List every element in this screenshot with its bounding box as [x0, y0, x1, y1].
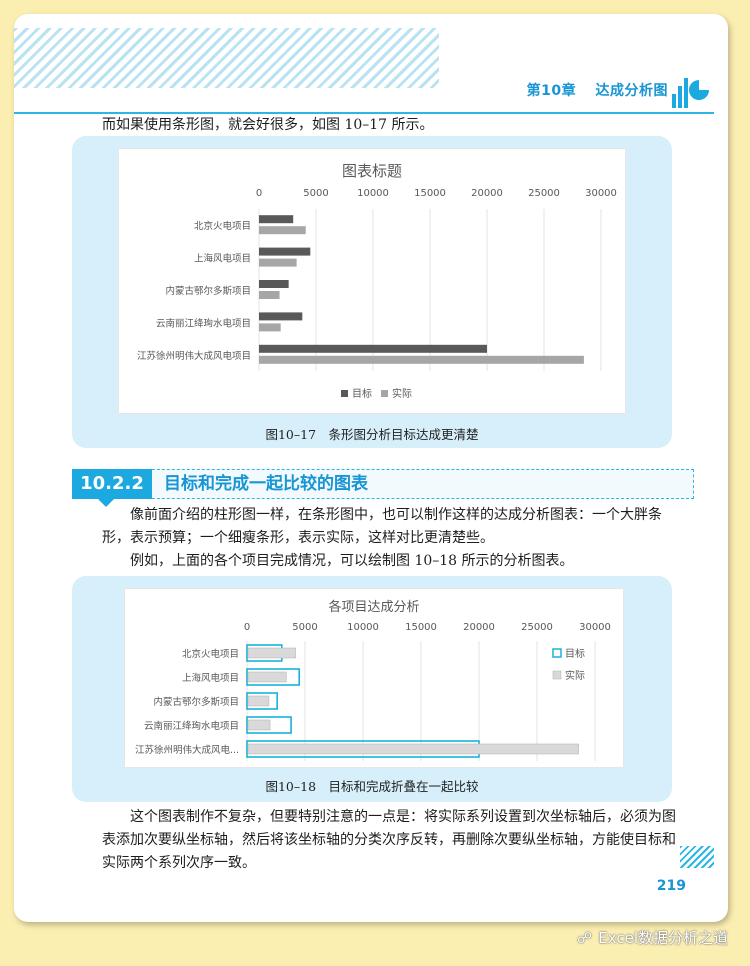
x-tick-label: 30000 [585, 188, 617, 199]
x-tick-label: 5000 [292, 622, 317, 633]
actual-bar [259, 355, 584, 364]
target-bar [259, 344, 487, 353]
chart-title: 各项目达成分析 [328, 599, 419, 615]
legend-label-target: 目标 [352, 388, 372, 400]
legend-swatch-target [341, 390, 348, 397]
legend-swatch-actual [552, 670, 562, 680]
x-tick-label: 10000 [347, 622, 379, 633]
corner-decoration [680, 846, 714, 868]
target-bar [246, 692, 278, 710]
actual-bar [247, 719, 271, 731]
x-tick-label: 25000 [521, 622, 553, 633]
category-label: 上海风电项目 [194, 253, 251, 265]
book-page: 第10章 达成分析图 而如果使用条形图，就会好很多，如图 10–17 所示。 图… [14, 14, 728, 922]
x-tick-label: 20000 [463, 622, 495, 633]
header-rule [14, 112, 714, 114]
watermark: ☍ Excel数据分析之道 [577, 927, 728, 948]
figure-2-caption: 图10–18 目标和完成折叠在一起比较 [265, 779, 479, 794]
category-label: 内蒙古鄂尔多斯项目 [153, 696, 239, 708]
target-bar [246, 668, 301, 686]
x-tick-label: 0 [244, 622, 250, 633]
category-label: 内蒙古鄂尔多斯项目 [165, 285, 251, 297]
target-bar [259, 280, 289, 288]
section-heading-bar [72, 469, 694, 499]
page-number: 219 [656, 878, 686, 894]
category-label: 上海风电项目 [182, 672, 239, 684]
category-label: 北京火电项目 [182, 648, 239, 660]
category-label: 云南丽江绛珣水电项目 [156, 317, 251, 329]
section-title: 目标和完成一起比较的图表 [164, 474, 368, 494]
x-tick-label: 15000 [414, 188, 446, 199]
legend-label-actual: 实际 [392, 387, 412, 400]
actual-bar [259, 226, 306, 235]
actual-bar [259, 258, 297, 267]
figure-10-18: 各项目达成分析 0 5000 10000 15000 20000 25000 30000 北京火… [72, 576, 672, 802]
category-label: 江苏徐州明伟大成风电项目 [137, 350, 251, 362]
chart-title: 图表标题 [342, 162, 402, 180]
actual-bar [247, 743, 579, 755]
chart-1-svg: 图表标题 0 5000 10000 15000 20000 25000 30000 北京火电项目… [137, 162, 617, 400]
target-bar [246, 716, 292, 734]
chart-2-svg: 各项目达成分析 0 5000 10000 15000 20000 25000 30000 北京火… [135, 599, 611, 761]
x-tick-label: 25000 [528, 188, 560, 199]
legend-label-actual: 实际 [565, 669, 585, 682]
paragraph-1: 像前面介绍的柱形图一样，在条形图中，也可以制作这样的达成分析图表：一个大胖条形，… [102, 507, 662, 546]
target-bar [259, 215, 294, 224]
intro-text: 而如果使用条形图，就会好很多，如图 10–17 所示。 [102, 117, 434, 133]
category-label: 云南丽江绛珣水电项目 [144, 720, 239, 732]
legend-label-target: 目标 [565, 648, 585, 660]
actual-bar [247, 647, 296, 659]
category-label: 北京火电项目 [194, 220, 251, 232]
x-tick-label: 10000 [357, 188, 389, 199]
wechat-icon: ☍ [577, 929, 593, 947]
bar-pie-icon [672, 78, 709, 108]
chart-2-frame: 各项目达成分析 0 5000 10000 15000 20000 25000 30000 北京火… [124, 588, 624, 768]
category-label: 江苏徐州明伟大成风电... [135, 744, 239, 756]
x-tick-label: 20000 [471, 188, 503, 199]
closing-paragraph: 这个图表制作不复杂，但要特别注意的一点是：将实际系列设置到次坐标轴后，必须为图表… [102, 809, 676, 871]
figure-1-caption: 图10–17 条形图分析目标达成更清楚 [265, 427, 479, 442]
chapter-number: 第10章 [526, 83, 577, 99]
chart-1-frame: 图表标题 0 5000 10000 15000 20000 25000 30000 北京火电项目… [118, 148, 626, 414]
target-bar [259, 247, 311, 256]
legend-swatch-target [552, 648, 562, 658]
figure-10-17: 图表标题 0 5000 10000 15000 20000 25000 30000 北京火电项目… [72, 136, 672, 448]
paragraph-2: 例如，上面的各个项目完成情况，可以绘制图 10–18 所示的分析图表。 [130, 553, 574, 569]
chapter-header: 第10章 达成分析图 [527, 80, 668, 100]
chapter-title: 达成分析图 [595, 83, 668, 99]
target-bar [259, 312, 303, 321]
watermark-text: Excel数据分析之道 [598, 929, 728, 947]
x-tick-label: 0 [256, 188, 262, 199]
x-tick-label: 30000 [579, 622, 611, 633]
actual-bar [259, 291, 280, 299]
actual-bar [247, 695, 270, 707]
section-arrow [98, 499, 114, 507]
x-tick-label: 5000 [303, 188, 328, 199]
section-number: 10.2.2 [72, 469, 152, 499]
x-tick-label: 15000 [405, 622, 437, 633]
legend-swatch-actual [381, 390, 388, 397]
actual-bar [259, 323, 281, 332]
actual-bar [247, 671, 287, 683]
header-decoration [14, 28, 439, 88]
